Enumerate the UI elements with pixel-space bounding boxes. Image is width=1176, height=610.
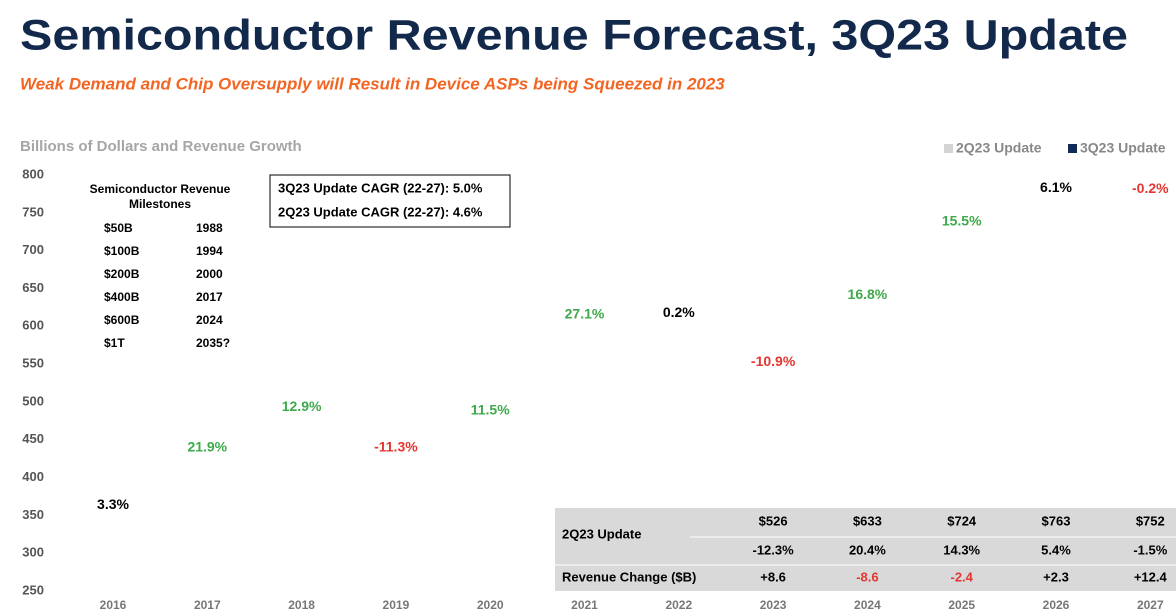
x-tick-label: 2025 bbox=[948, 598, 975, 610]
milestone-amount: $600B bbox=[104, 313, 140, 327]
bar-value-label: $346 bbox=[95, 528, 131, 545]
growth-label: 21.9% bbox=[187, 439, 227, 455]
x-tick-label: 2027 bbox=[1137, 598, 1164, 610]
milestone-amount: $400B bbox=[104, 290, 140, 304]
y-tick-label: 450 bbox=[22, 431, 44, 446]
growth-label: 6.1% bbox=[1040, 179, 1072, 195]
x-tick-label: 2018 bbox=[288, 598, 315, 610]
table-cell: $752 bbox=[1136, 513, 1165, 528]
x-tick-label: 2016 bbox=[100, 598, 127, 610]
legend-label: 3Q23 Update bbox=[1080, 140, 1166, 156]
growth-label: 15.5% bbox=[942, 212, 982, 228]
table-cell: 20.4% bbox=[849, 542, 886, 557]
milestones-header: Semiconductor Revenue Milestones bbox=[90, 182, 231, 211]
bottom-table bbox=[555, 508, 1176, 591]
y-tick-label: 350 bbox=[22, 507, 44, 522]
bar-value-label: $471 bbox=[476, 432, 505, 447]
table-cell: $724 bbox=[947, 513, 977, 528]
milestone-amount: $200B bbox=[104, 267, 140, 281]
table-cell: +12.4 bbox=[1134, 569, 1168, 584]
bar-value-label: $624 bbox=[853, 317, 883, 332]
table-cell: +8.6 bbox=[760, 569, 786, 584]
growth-label: 11.5% bbox=[471, 402, 510, 418]
y-tick-label: 300 bbox=[22, 545, 44, 560]
x-tick-label: 2024 bbox=[854, 598, 881, 610]
y-tick-label: 400 bbox=[22, 469, 44, 484]
table-cell: +2.3 bbox=[1043, 569, 1069, 584]
milestone-amount: $50B bbox=[104, 221, 133, 235]
growth-label: 27.1% bbox=[565, 305, 605, 321]
cagr-box bbox=[269, 174, 511, 228]
table-cell: $526 bbox=[759, 513, 788, 528]
bar-value-label: $721 bbox=[947, 243, 976, 258]
bar-value-label: $476 bbox=[287, 428, 316, 443]
milestone-amount: $100B bbox=[104, 244, 140, 258]
growth-label: 3.3% bbox=[97, 496, 129, 512]
cagr-text: 3Q23 Update CAGR (22-27): 5.0% bbox=[278, 180, 483, 195]
bar-value-label: $422 bbox=[193, 469, 222, 484]
growth-label: 0.2% bbox=[663, 304, 695, 320]
subtitle: Weak Demand and Chip Oversupply will Res… bbox=[20, 74, 725, 93]
growth-label: 12.9% bbox=[282, 398, 322, 414]
bar-value-label: $598 bbox=[570, 336, 599, 351]
x-tick-label: 2017 bbox=[194, 598, 221, 610]
table-cell: -2.4 bbox=[950, 569, 973, 584]
table-cell: 14.3% bbox=[943, 542, 980, 557]
x-tick-label: 2021 bbox=[571, 598, 598, 610]
y-tick-label: 700 bbox=[22, 242, 44, 257]
table-row-label: Revenue Change ($B) bbox=[562, 569, 696, 584]
growth-label: -11.3% bbox=[374, 439, 418, 455]
milestone-year: 2035? bbox=[196, 336, 230, 350]
y-tick-label: 600 bbox=[22, 318, 44, 333]
bar-value-label: $765 bbox=[1042, 210, 1071, 225]
y-tick-label: 250 bbox=[22, 582, 44, 597]
table-cell: $633 bbox=[853, 513, 882, 528]
x-tick-label: 2022 bbox=[665, 598, 692, 610]
growth-label: -0.2% bbox=[1132, 180, 1169, 196]
legend-label: 2Q23 Update bbox=[956, 140, 1042, 156]
table-cell: -12.3% bbox=[752, 542, 794, 557]
x-tick-label: 2026 bbox=[1043, 598, 1070, 610]
table-row-label: 2Q23 Update bbox=[562, 526, 641, 541]
bar-value-label: $600 bbox=[664, 335, 693, 350]
growth-label: 16.8% bbox=[848, 286, 888, 302]
y-axis-label: Billions of Dollars and Revenue Growth bbox=[20, 138, 302, 155]
bar-value-label: $535 bbox=[759, 384, 788, 399]
bar-value-label: $764 bbox=[1136, 211, 1166, 226]
y-tick-label: 650 bbox=[22, 280, 44, 295]
legend-swatch bbox=[1068, 144, 1077, 153]
y-tick-label: 500 bbox=[22, 393, 44, 408]
y-tick-label: 800 bbox=[22, 166, 44, 181]
table-cell: $763 bbox=[1042, 513, 1071, 528]
y-tick-label: 550 bbox=[22, 356, 44, 371]
bar-value-label: $422 bbox=[381, 469, 410, 484]
milestone-year: 2017 bbox=[196, 290, 223, 304]
y-tick-label: 750 bbox=[22, 204, 44, 219]
x-tick-label: 2020 bbox=[477, 598, 504, 610]
milestone-year: 2024 bbox=[196, 313, 223, 327]
growth-label: -10.9% bbox=[751, 353, 796, 369]
legend-swatch bbox=[944, 144, 953, 153]
table-cell: -8.6 bbox=[856, 569, 878, 584]
milestone-year: 1988 bbox=[196, 221, 223, 235]
milestone-year: 1994 bbox=[196, 244, 223, 258]
table-cell: 5.4% bbox=[1041, 542, 1071, 557]
chart-title: Semiconductor Revenue Forecast, 3Q23 Upd… bbox=[20, 11, 1128, 59]
cagr-text: 2Q23 Update CAGR (22-27): 4.6% bbox=[278, 204, 483, 219]
milestone-amount: $1T bbox=[104, 336, 125, 350]
milestone-year: 2000 bbox=[196, 267, 223, 281]
table-cell: -1.5% bbox=[1133, 542, 1167, 557]
x-tick-label: 2023 bbox=[760, 598, 787, 610]
x-tick-label: 2019 bbox=[383, 598, 410, 610]
